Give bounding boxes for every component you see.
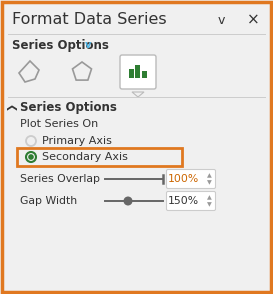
Polygon shape — [132, 92, 144, 97]
Text: ×: × — [247, 13, 259, 28]
Text: Series Options: Series Options — [20, 101, 117, 114]
Circle shape — [28, 154, 34, 160]
Bar — [135, 65, 140, 78]
Text: 150%: 150% — [167, 196, 198, 206]
Bar — [129, 69, 134, 78]
Text: Primary Axis: Primary Axis — [42, 136, 112, 146]
Text: v: v — [85, 40, 91, 50]
Text: ▼: ▼ — [207, 181, 211, 186]
Text: Series Options: Series Options — [12, 39, 109, 53]
Text: Plot Series On: Plot Series On — [20, 119, 98, 129]
Text: ▼: ▼ — [207, 203, 211, 208]
Text: Gap Width: Gap Width — [20, 196, 77, 206]
Circle shape — [123, 196, 132, 206]
Text: ❮: ❮ — [5, 104, 15, 112]
FancyBboxPatch shape — [120, 55, 156, 89]
Bar — [142, 71, 147, 78]
Text: Format Data Series: Format Data Series — [12, 13, 167, 28]
Text: v: v — [217, 14, 225, 26]
Text: ▲: ▲ — [207, 196, 211, 201]
FancyBboxPatch shape — [167, 170, 215, 188]
Text: 100%: 100% — [167, 174, 199, 184]
Text: Secondary Axis: Secondary Axis — [42, 152, 128, 162]
FancyBboxPatch shape — [167, 191, 215, 211]
Text: Series Overlap: Series Overlap — [20, 174, 100, 184]
Text: ▲: ▲ — [207, 173, 211, 178]
